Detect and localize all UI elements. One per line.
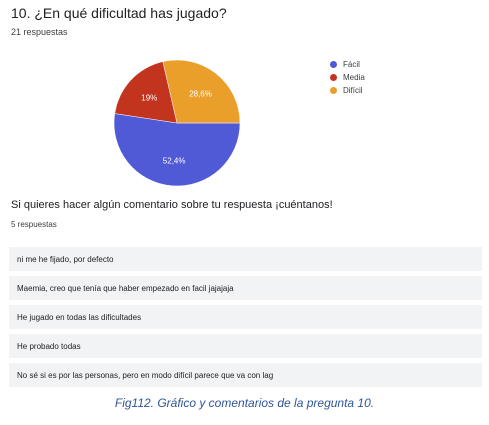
legend-label: Difícil bbox=[343, 86, 363, 95]
list-item: He probado todas bbox=[9, 334, 482, 358]
comments-title: Si quieres hacer algún comentario sobre … bbox=[11, 199, 333, 211]
question-response-count: 21 respuestas bbox=[11, 27, 68, 37]
legend-item-dificil: Difícil bbox=[330, 84, 365, 97]
legend-swatch bbox=[330, 74, 337, 81]
question-title: 10. ¿En qué dificultad has jugado? bbox=[11, 5, 227, 21]
pie-slice-dificil bbox=[162, 59, 241, 124]
comments-list: ni me he fijado, por defecto Maemia, cre… bbox=[9, 247, 482, 392]
pie-chart: 52,4% 19% 28,6% bbox=[113, 59, 241, 187]
pie-slice-media bbox=[114, 61, 178, 124]
figure-caption: Fig112. Gráfico y comentarios de la preg… bbox=[114, 396, 375, 410]
list-item: No sé si es por las personas, pero en mo… bbox=[9, 363, 482, 387]
pie-slice-label: 28,6% bbox=[189, 89, 212, 98]
legend-label: Media bbox=[343, 73, 365, 82]
chart-legend: Fácil Media Difícil bbox=[330, 58, 365, 97]
legend-label: Fácil bbox=[343, 60, 360, 69]
legend-swatch bbox=[330, 87, 337, 94]
comments-response-count: 5 respuestas bbox=[11, 220, 57, 229]
legend-swatch bbox=[330, 61, 337, 68]
pie-slice-label: 19% bbox=[141, 93, 157, 102]
legend-item-facil: Fácil bbox=[330, 58, 365, 71]
legend-item-media: Media bbox=[330, 71, 365, 84]
list-item: He jugado en todas las dificultades bbox=[9, 305, 482, 329]
pie-slice-facil bbox=[113, 113, 241, 187]
pie-slice-label: 52,4% bbox=[163, 157, 186, 166]
list-item: Maemia, creo que tenía que haber empezad… bbox=[9, 276, 482, 300]
list-item: ni me he fijado, por defecto bbox=[9, 247, 482, 271]
